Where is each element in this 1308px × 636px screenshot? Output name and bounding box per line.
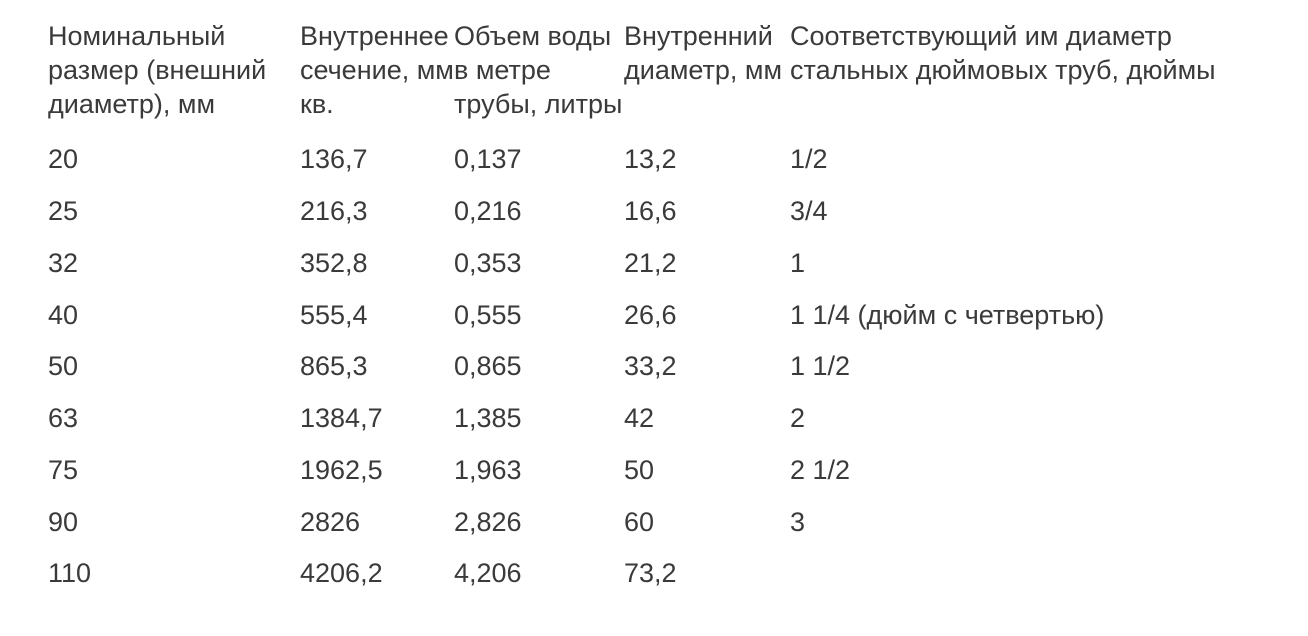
table-cell [790,543,1270,595]
table-cell: 75 [48,440,300,492]
table-cell: 16,6 [624,181,790,233]
col-header-steel-inch: Соответствующий им диаметр стальных дюйм… [790,20,1270,129]
col-header-water-volume: Объем воды в метре трубы, литры [454,20,624,129]
table-cell: 110 [48,543,300,595]
table-cell: 3/4 [790,181,1270,233]
col-header-inner-section: Внутреннее сечение, мм кв. [300,20,454,129]
table-cell: 2,826 [454,492,624,544]
table-cell: 216,3 [300,181,454,233]
table-cell: 1962,5 [300,440,454,492]
table-cell: 1 1/2 [790,336,1270,388]
table-cell: 352,8 [300,233,454,285]
table-cell: 13,2 [624,129,790,181]
table-cell: 2 1/2 [790,440,1270,492]
table-cell: 40 [48,285,300,337]
col-header-nominal-size: Номинальный размер (внешний диаметр), мм [48,20,300,129]
table-cell: 21,2 [624,233,790,285]
table-cell: 0,865 [454,336,624,388]
table-cell: 26,6 [624,285,790,337]
table-cell: 63 [48,388,300,440]
table-cell: 33,2 [624,336,790,388]
table-cell: 25 [48,181,300,233]
table-cell: 4,206 [454,543,624,595]
pipe-size-table: Номинальный размер (внешний диаметр), мм… [48,20,1308,595]
table-cell: 50 [48,336,300,388]
table-cell: 60 [624,492,790,544]
table-cell: 1384,7 [300,388,454,440]
table-cell: 2826 [300,492,454,544]
table-cell: 50 [624,440,790,492]
table-cell: 20 [48,129,300,181]
table-cell: 1/2 [790,129,1270,181]
table-cell: 3 [790,492,1270,544]
table-cell: 555,4 [300,285,454,337]
table-cell: 1,385 [454,388,624,440]
table-cell: 32 [48,233,300,285]
table-cell: 1 1/4 (дюйм с четвертью) [790,285,1270,337]
table-cell: 0,353 [454,233,624,285]
table-cell: 0,555 [454,285,624,337]
table-cell: 4206,2 [300,543,454,595]
table-cell: 42 [624,388,790,440]
table-cell: 1,963 [454,440,624,492]
table-cell: 0,216 [454,181,624,233]
table-cell: 90 [48,492,300,544]
table-cell: 2 [790,388,1270,440]
table-cell: 136,7 [300,129,454,181]
col-header-inner-diameter: Внутренний диаметр, мм [624,20,790,129]
table-cell: 1 [790,233,1270,285]
table-cell: 73,2 [624,543,790,595]
table-cell: 865,3 [300,336,454,388]
table-cell: 0,137 [454,129,624,181]
